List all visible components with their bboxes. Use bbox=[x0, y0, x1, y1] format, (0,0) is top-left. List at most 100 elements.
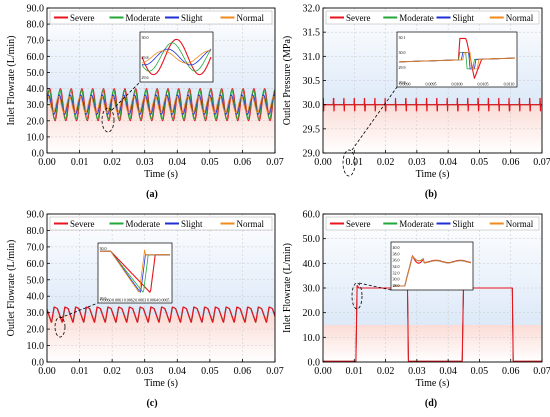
inset-x-tick-label: 0.0064 bbox=[147, 298, 158, 303]
legend-label: Severe bbox=[70, 219, 95, 229]
zoom-ellipse bbox=[351, 282, 363, 310]
x-tick-label: 0.07 bbox=[533, 157, 550, 168]
y-tick-label: 40.0 bbox=[27, 84, 45, 95]
inset-a: 30.0 29.8 29.6 bbox=[101, 31, 214, 133]
legend-label: Severe bbox=[346, 219, 371, 229]
x-tick-label: 0.01 bbox=[71, 366, 89, 377]
x-tick-label: 0.05 bbox=[471, 157, 489, 168]
inset-x-tick-label: 0.0100 bbox=[452, 82, 463, 87]
inset-series bbox=[100, 249, 170, 293]
legend-label: Severe bbox=[346, 13, 371, 23]
x-tick-label: 0.06 bbox=[502, 366, 520, 377]
y-tick-label: 0.0 bbox=[308, 358, 321, 369]
legend-label: Slight bbox=[181, 13, 203, 23]
x-tick-label: 0.04 bbox=[169, 366, 187, 377]
zoom-ellipse bbox=[101, 107, 115, 133]
x-axis-title: Time (s) bbox=[144, 378, 178, 389]
inset-y-tick-label: 29.8 bbox=[142, 55, 149, 60]
y-tick-label: 30.0 bbox=[27, 100, 45, 111]
inset-line-normal bbox=[398, 52, 515, 70]
inset-c: 30.0 29.50.0060 0.0061 0.0062 0.0063 0.0064 0.… bbox=[54, 242, 173, 338]
legend-label: Moderate bbox=[399, 219, 433, 229]
legend-box bbox=[325, 216, 540, 231]
inset-y-tick-label: 30.0 bbox=[393, 277, 400, 282]
inset-y-tick-label: 30.1 bbox=[399, 35, 406, 40]
y-tick-label: 60.0 bbox=[27, 259, 45, 270]
x-tick-label: 0.07 bbox=[533, 366, 550, 377]
inset-frame bbox=[390, 241, 474, 291]
y-axis-title: Outlet Pressure (MPa) bbox=[282, 36, 293, 125]
y-tick-label: 30.0 bbox=[27, 308, 45, 319]
x-tick-label: 0.07 bbox=[266, 157, 284, 168]
series-line-severe bbox=[323, 284, 542, 362]
legend-label: Slight bbox=[453, 219, 475, 229]
series-group bbox=[47, 306, 275, 323]
x-tick-label: 0.04 bbox=[169, 157, 187, 168]
inset-line-normal bbox=[100, 249, 170, 293]
y-tick-label: 30.0 bbox=[303, 284, 321, 295]
y-tick-label: 20.0 bbox=[303, 308, 321, 319]
x-tick-label: 0.05 bbox=[471, 366, 489, 377]
inset-x-tick-label: 0.0095 bbox=[426, 82, 437, 87]
legend: Severe Moderate Slight Normal bbox=[49, 216, 273, 231]
y-tick-label: 29.5 bbox=[303, 124, 321, 135]
inset-line-slight bbox=[141, 48, 212, 66]
inset-line-normal bbox=[141, 50, 212, 64]
inset-series bbox=[398, 37, 515, 79]
x-tick-label: 0.02 bbox=[377, 366, 395, 377]
inset-frame bbox=[139, 31, 214, 83]
zoom-connector bbox=[111, 81, 141, 111]
inset-y-tick-label: 29.6 bbox=[142, 75, 149, 80]
background-lower bbox=[323, 325, 542, 362]
series-line-severe bbox=[323, 97, 542, 112]
y-axis-title: Inlet Flowrate (L/min) bbox=[282, 243, 293, 333]
x-axis-title: Time (s) bbox=[144, 169, 178, 180]
legend-box bbox=[49, 10, 273, 25]
y-tick-label: 50.0 bbox=[27, 68, 45, 79]
legend-label: Severe bbox=[70, 13, 95, 23]
inset-line-moderate bbox=[141, 42, 212, 72]
y-tick-label: 20.0 bbox=[27, 116, 45, 127]
zoom-ellipse bbox=[54, 316, 66, 338]
series-group bbox=[323, 97, 542, 112]
y-tick-label: 40.0 bbox=[27, 292, 45, 303]
x-tick-label: 0.02 bbox=[377, 157, 395, 168]
x-tick-label: 0.00 bbox=[314, 366, 332, 377]
y-tick-label: 10.0 bbox=[27, 132, 45, 143]
panel-b: 29.0 29.5 30.0 30.5 31.0 31.5 32.0 0.00 0.01 0.02… bbox=[282, 4, 550, 181]
zoom-connector bbox=[358, 282, 392, 291]
inset-y-tick-label: 38.0 bbox=[393, 251, 400, 256]
inset-y-tick-label: 34.0 bbox=[393, 264, 400, 269]
y-axis-title: Inlet Flowrate (L/min) bbox=[6, 36, 17, 126]
inset-b: 30.1 30.0 29.9 29.80.0090 0.0095 0.0100 0.0105… bbox=[342, 31, 518, 177]
legend-label: Slight bbox=[453, 13, 475, 23]
x-axis-title: Time (s) bbox=[416, 169, 450, 180]
y-tick-label: 40.0 bbox=[303, 259, 321, 270]
zoom-connector bbox=[59, 302, 99, 319]
y-tick-label: 32.0 bbox=[303, 4, 321, 15]
y-tick-label: 10.0 bbox=[303, 333, 321, 344]
y-tick-label: 30.5 bbox=[303, 76, 321, 87]
y-tick-label: 10.0 bbox=[27, 341, 45, 352]
y-tick-label: 70.0 bbox=[27, 242, 45, 253]
y-tick-label: 20.0 bbox=[27, 325, 45, 336]
x-tick-label: 0.04 bbox=[439, 366, 457, 377]
series-group bbox=[323, 284, 542, 362]
x-tick-label: 0.00 bbox=[314, 157, 332, 168]
inset-frame bbox=[97, 242, 173, 304]
y-tick-label: 80.0 bbox=[27, 226, 45, 237]
x-tick-label: 0.03 bbox=[136, 157, 154, 168]
y-tick-label: 50.0 bbox=[303, 234, 321, 245]
x-tick-label: 0.03 bbox=[408, 157, 426, 168]
y-tick-label: 29.0 bbox=[303, 149, 321, 160]
x-tick-label: 0.00 bbox=[38, 366, 56, 377]
x-tick-label: 0.01 bbox=[71, 157, 89, 168]
y-tick-label: 90.0 bbox=[27, 4, 45, 15]
inset-line-normal bbox=[393, 255, 472, 287]
zoom-connector bbox=[351, 86, 398, 151]
y-tick-label: 31.5 bbox=[303, 28, 321, 39]
x-tick-label: 0.06 bbox=[502, 157, 520, 168]
inset-series bbox=[393, 255, 472, 287]
inset-x-tick-label: 0.0090 bbox=[400, 82, 411, 87]
